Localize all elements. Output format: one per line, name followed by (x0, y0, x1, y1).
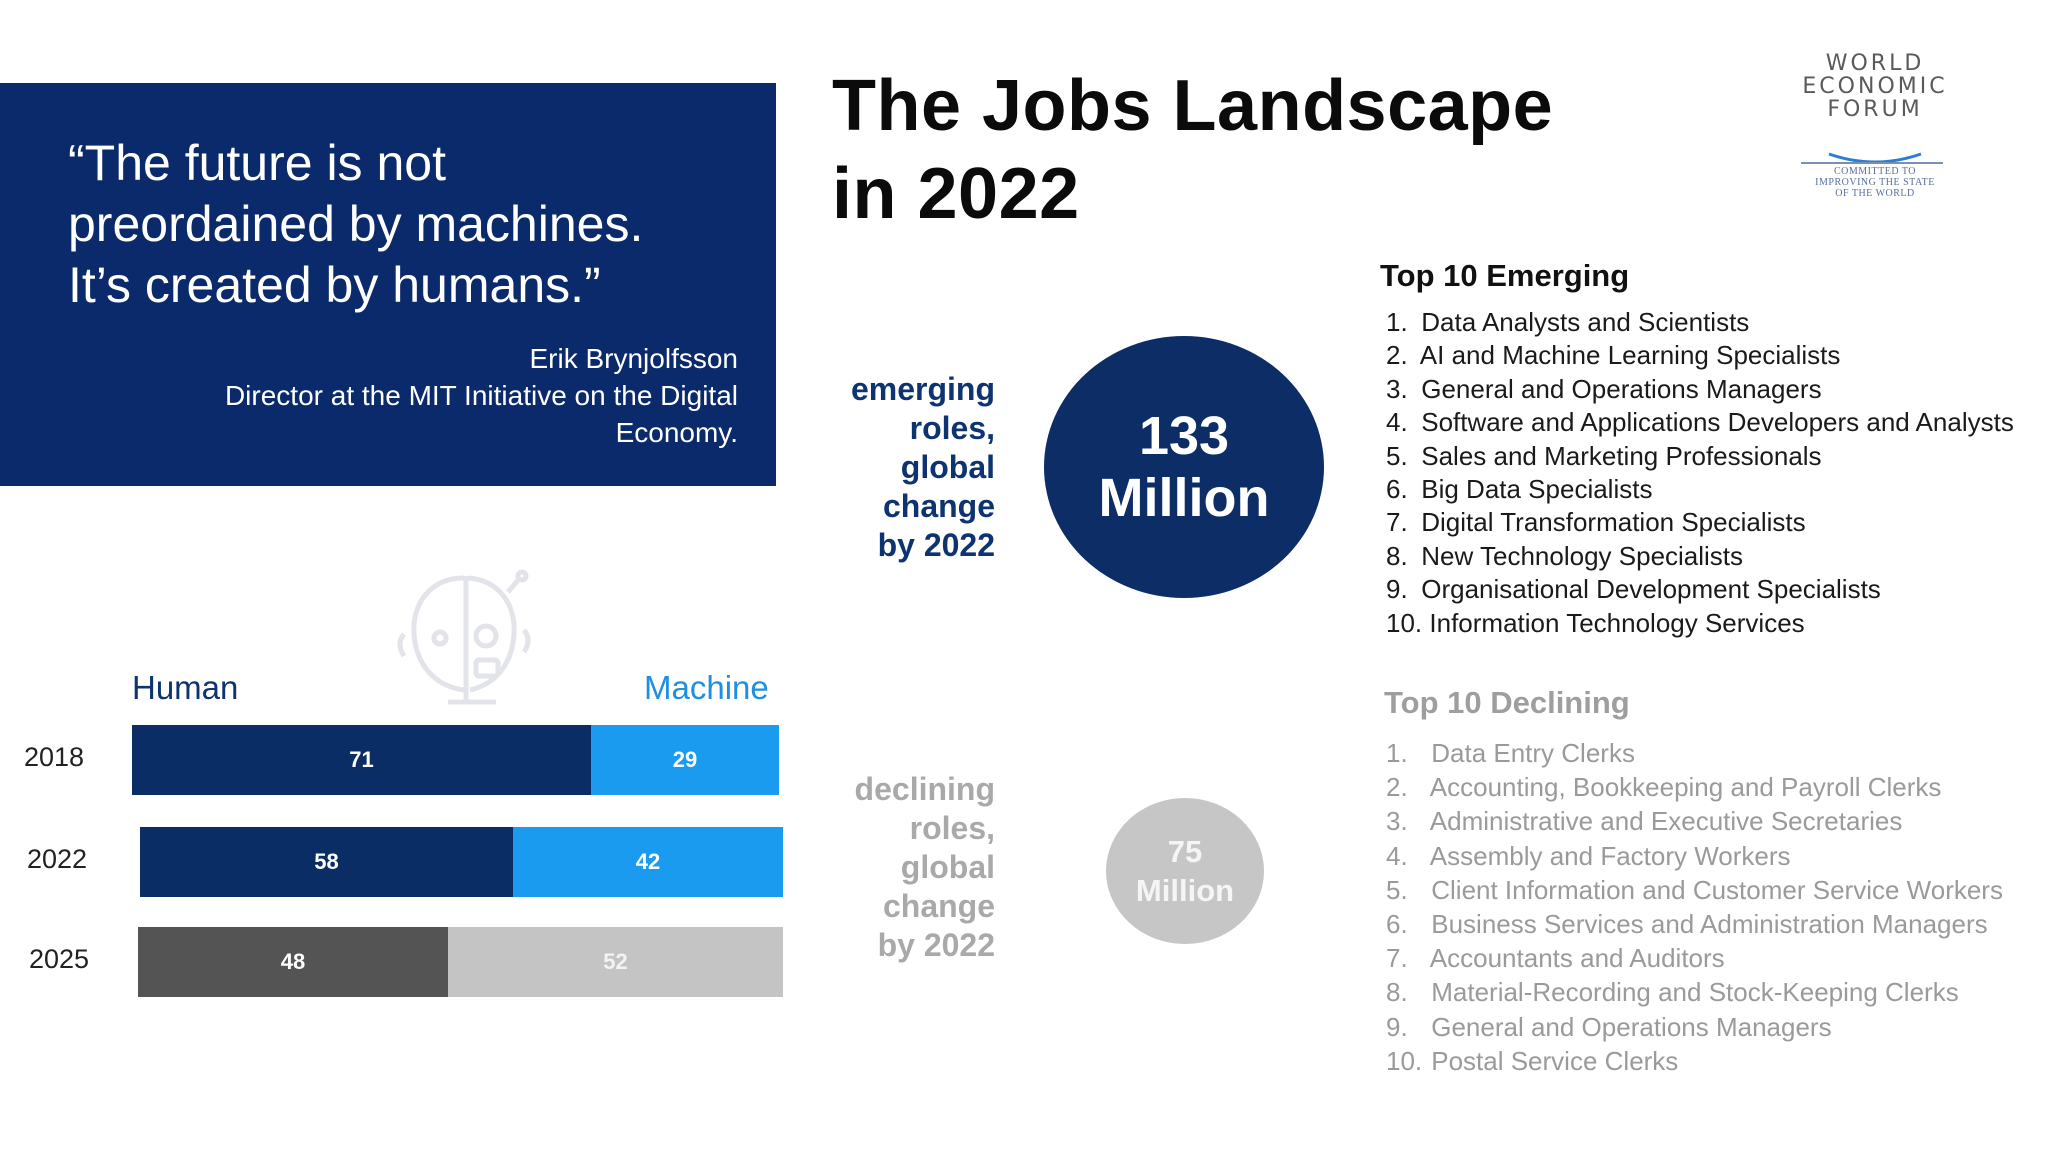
legend-human: Human (132, 669, 239, 706)
list-item: 7. Digital Transformation Specialists (1386, 506, 2014, 539)
quote-attribution: Erik Brynjolfsson Director at the MIT In… (118, 340, 738, 451)
emerging-jobs-list: 1. Data Analysts and Scientists 2. AI an… (1386, 306, 2014, 640)
quote-author-name: Erik Brynjolfsson (529, 343, 738, 374)
list-number: 9. (1386, 574, 1408, 605)
list-number: 3. (1386, 806, 1408, 837)
list-item: 9. Organisational Development Specialist… (1386, 573, 2014, 606)
list-item: 9. General and Operations Managers (1386, 1010, 2003, 1044)
list-item-text: Postal Service Clerks (1431, 1045, 1679, 1076)
list-number: 1. (1386, 307, 1408, 337)
list-item-text: General and Operations Managers (1431, 1011, 1832, 1042)
list-number: 1. (1386, 738, 1408, 768)
list-item: 3. General and Operations Managers (1386, 373, 2014, 406)
list-item-text: Information Technology Services (1429, 607, 1805, 638)
list-item: 4. Assembly and Factory Workers (1386, 839, 2003, 873)
list-number: 10. (1386, 607, 1423, 638)
list-item-text: Business Services and Administration Man… (1431, 909, 1988, 940)
list-item: 2. AI and Machine Learning Specialists (1386, 339, 2014, 372)
list-item-text: New Technology Specialists (1421, 540, 1744, 571)
bar-human-2022: 58 (140, 827, 513, 897)
list-item-text: Accountants and Auditors (1429, 943, 1725, 974)
list-item-text: Material-Recording and Stock-Keeping Cle… (1431, 977, 1959, 1008)
list-number: 2. (1386, 772, 1408, 803)
list-item: 2. Accounting, Bookkeeping and Payroll C… (1386, 770, 2003, 804)
list-item: 8. New Technology Specialists (1386, 540, 2014, 573)
list-item: 10. Information Technology Services (1386, 607, 2014, 640)
quote-text: “The future is not preordained by machin… (68, 135, 644, 313)
bar-machine-2025: 52 (448, 927, 783, 997)
list-number: 7. (1386, 507, 1408, 538)
legend-machine: Machine (644, 669, 769, 706)
list-item: 8. Material-Recording and Stock-Keeping … (1386, 975, 2003, 1009)
list-item: 6. Business Services and Administration … (1386, 907, 2003, 941)
declining-jobs-list: 1. Data Entry Clerks 2. Accounting, Book… (1386, 736, 2003, 1078)
list-item: 1. Data Analysts and Scientists (1386, 306, 2014, 339)
quote-author-role: Director at the MIT Initiative on the Di… (224, 380, 738, 448)
quote-panel: “The future is not preordained by machin… (0, 83, 776, 486)
list-item: 1. Data Entry Clerks (1386, 736, 2003, 770)
list-number: 9. (1386, 1011, 1408, 1042)
bar-machine-2022: 42 (513, 827, 783, 897)
list-item-text: Software and Applications Developers and… (1421, 407, 2014, 438)
year-label-2025: 2025 (29, 944, 90, 974)
year-label-2018: 2018 (24, 742, 85, 772)
list-number: 4. (1386, 407, 1408, 438)
logo-tagline: COMMITTED TO IMPROVING THE STATE OF THE … (1815, 166, 1935, 199)
list-number: 5. (1386, 440, 1408, 471)
list-item-text: Big Data Specialists (1421, 474, 1653, 505)
logo-wordmark: WORLD ECONOMIC FORUM (1802, 51, 1948, 122)
page-title: The Jobs Landscape in 2022 (832, 66, 1554, 234)
list-item-text: Client Information and Customer Service … (1431, 874, 2003, 905)
list-item-text: Organisational Development Specialists (1421, 574, 1881, 605)
list-item-text: Data Entry Clerks (1431, 738, 1635, 768)
list-item-text: General and Operations Managers (1421, 373, 1822, 404)
list-number: 3. (1386, 373, 1408, 404)
list-item: 6. Big Data Specialists (1386, 473, 2014, 506)
bar-machine-2018: 29 (591, 725, 779, 795)
list-item: 4. Software and Applications Developers … (1386, 406, 2014, 439)
declining-roles-label: declining roles, global change by 2022 (854, 771, 995, 963)
list-item: 5. Sales and Marketing Professionals (1386, 440, 2014, 473)
list-item-text: Digital Transformation Specialists (1421, 507, 1806, 538)
human-robot-face-icon (397, 569, 531, 705)
emerging-list-title: Top 10 Emerging (1380, 258, 1630, 293)
list-number: 4. (1386, 840, 1408, 871)
list-number: 6. (1386, 909, 1408, 940)
list-number: 8. (1386, 977, 1408, 1008)
list-item: 5. Client Information and Customer Servi… (1386, 873, 2003, 907)
emerging-roles-label: emerging roles, global change by 2022 (850, 371, 995, 563)
list-item: 3. Administrative and Executive Secretar… (1386, 804, 2003, 838)
list-item-text: Accounting, Bookkeeping and Payroll Cler… (1429, 772, 1942, 803)
declining-count-circle: 75 Million (1106, 798, 1264, 944)
list-number: 2. (1386, 340, 1408, 371)
list-item-text: AI and Machine Learning Specialists (1419, 340, 1841, 371)
year-label-2022: 2022 (27, 844, 88, 874)
bar-human-2025: 48 (138, 927, 448, 997)
list-item: 10. Postal Service Clerks (1386, 1044, 2003, 1078)
list-item: 7. Accountants and Auditors (1386, 941, 2003, 975)
declining-list-title: Top 10 Declining (1384, 685, 1630, 720)
list-item-text: Administrative and Executive Secretaries (1429, 806, 1903, 837)
list-number: 5. (1386, 874, 1408, 905)
bar-human-2018: 71 (132, 725, 591, 795)
list-number: 6. (1386, 474, 1408, 505)
list-item-text: Sales and Marketing Professionals (1421, 440, 1822, 471)
wef-logo: WORLD ECONOMIC FORUM COMMITTED TO IMPROV… (1785, 52, 1965, 212)
logo-divider (1801, 162, 1943, 164)
list-number: 7. (1386, 943, 1408, 974)
emerging-count-circle: 133 Million (1044, 336, 1324, 598)
list-number: 10. (1386, 1045, 1423, 1076)
list-number: 8. (1386, 540, 1408, 571)
list-item-text: Data Analysts and Scientists (1421, 307, 1750, 337)
list-item-text: Assembly and Factory Workers (1429, 840, 1791, 871)
